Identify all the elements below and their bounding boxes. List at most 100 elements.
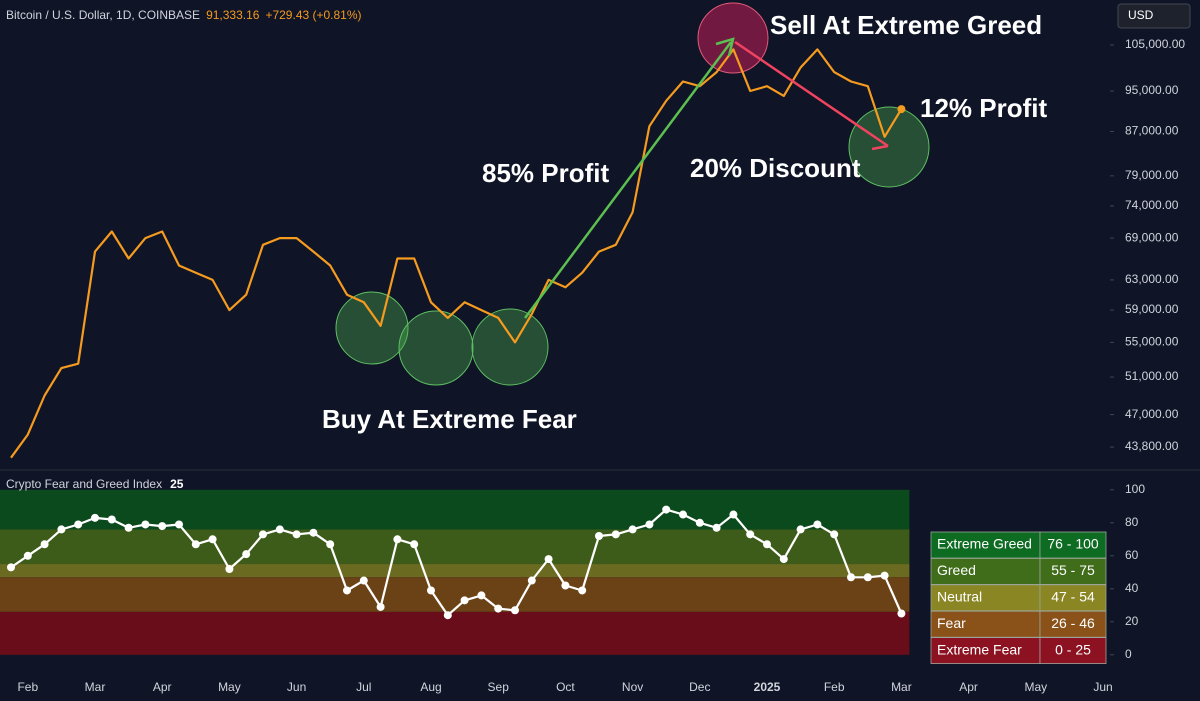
x-tick-label: Jun	[287, 680, 306, 694]
point	[863, 573, 872, 582]
point	[645, 520, 654, 529]
annotation: Buy At Extreme Fear	[322, 404, 577, 434]
point	[359, 576, 368, 585]
point	[746, 530, 755, 539]
legend-name: Extreme Greed	[937, 536, 1032, 552]
y-tick-label: 79,000.00	[1125, 168, 1179, 182]
series-line	[10, 48, 903, 459]
point	[91, 513, 99, 522]
point	[410, 540, 419, 549]
point	[376, 602, 385, 611]
point	[443, 611, 452, 620]
point	[7, 563, 15, 572]
y-tick-label: 63,000.00	[1125, 272, 1179, 286]
buy-circle	[471, 308, 549, 386]
zone-band	[0, 529, 910, 565]
x-tick-label: Jul	[356, 680, 371, 694]
x-tick-label: 2025	[754, 680, 781, 694]
x-tick-label: Dec	[689, 680, 710, 694]
point	[309, 528, 318, 537]
point	[141, 520, 150, 529]
x-tick-label: Sep	[488, 680, 510, 694]
zone-bands	[0, 489, 910, 655]
y-tick-label: 55,000.00	[1125, 335, 1179, 349]
y-tick-label: 20	[1125, 614, 1139, 628]
y-tick-label: 80	[1125, 515, 1139, 529]
x-tick-label: Aug	[420, 680, 441, 694]
point	[494, 604, 503, 613]
legend-name: Neutral	[937, 589, 982, 605]
buy-circle	[848, 106, 930, 188]
point	[595, 532, 603, 540]
arrow-head	[871, 144, 889, 151]
point	[611, 530, 620, 539]
point	[460, 596, 469, 605]
point	[779, 555, 788, 564]
profit-arrow	[523, 41, 733, 319]
point	[796, 525, 805, 534]
point	[695, 518, 704, 527]
x-tick-label: Mar	[891, 680, 912, 694]
point	[561, 581, 570, 590]
point	[897, 609, 906, 618]
x-tick-label: Apr	[959, 680, 978, 694]
point	[40, 540, 49, 549]
zone-band	[0, 577, 910, 612]
point	[259, 530, 267, 539]
point	[679, 510, 687, 519]
point	[880, 571, 889, 580]
y-tick-label: 47,000.00	[1125, 407, 1179, 421]
point	[23, 551, 32, 560]
legend-name: Fear	[937, 615, 966, 631]
zone-band	[0, 489, 910, 530]
point	[343, 586, 351, 595]
x-tick-label: Apr	[153, 680, 172, 694]
point	[275, 525, 284, 534]
point	[292, 530, 301, 539]
arrow-head	[715, 37, 735, 57]
point	[191, 540, 200, 549]
legend-cell	[1039, 637, 1107, 664]
annotation: Sell At Extreme Greed	[770, 10, 1042, 40]
point	[578, 586, 587, 595]
point	[107, 515, 116, 524]
x-tick-label: Nov	[622, 680, 643, 694]
buy-circle	[398, 310, 474, 386]
currency-box[interactable]	[1117, 3, 1191, 29]
point	[830, 530, 839, 539]
legend-cell	[1039, 610, 1107, 638]
x-tick-label: Mar	[85, 680, 106, 694]
legend-range: 55 - 75	[1051, 562, 1095, 578]
point	[393, 535, 402, 544]
point	[57, 525, 66, 534]
x-tick-label: Feb	[17, 680, 38, 694]
point	[712, 523, 721, 532]
point	[124, 523, 133, 532]
point	[242, 550, 251, 559]
point	[527, 576, 536, 585]
point	[763, 540, 771, 549]
point	[326, 540, 335, 549]
legend-cell	[930, 637, 1041, 664]
y-tick-label: 105,000.00	[1125, 37, 1185, 51]
currency-label[interactable]: USD	[1128, 8, 1154, 22]
legend-cell	[930, 531, 1041, 559]
last-price: 91,333.16	[206, 8, 260, 22]
legend-cell	[1039, 584, 1107, 612]
annotation: 85% Profit	[482, 158, 609, 188]
last-point	[897, 105, 906, 114]
point	[208, 535, 217, 544]
x-tick-label: Oct	[556, 680, 575, 694]
legend-range: 0 - 25	[1055, 641, 1091, 657]
y-tick-label: 69,000.00	[1125, 230, 1179, 244]
symbol-title: Bitcoin / U.S. Dollar, 1D, COINBASE	[6, 8, 200, 22]
legend-name: Greed	[937, 562, 976, 578]
y-tick-label: 51,000.00	[1125, 369, 1179, 383]
indicator-title: Crypto Fear and Greed Index	[6, 477, 162, 491]
point	[175, 520, 183, 529]
discount-arrow	[734, 40, 889, 148]
point	[544, 555, 553, 564]
y-tick-label: 100	[1125, 482, 1145, 496]
x-tick-label: Feb	[824, 680, 845, 694]
